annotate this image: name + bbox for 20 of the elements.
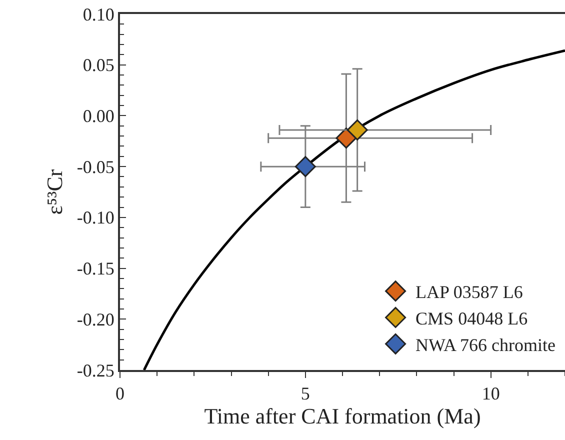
y-tick-label: -0.20 bbox=[76, 309, 114, 330]
point bbox=[294, 156, 316, 178]
y-tick-label: -0.10 bbox=[76, 208, 114, 228]
x-axis-title: Time after CAI formation (Ma) bbox=[204, 404, 481, 429]
y-tick-label: -0.15 bbox=[76, 258, 114, 279]
legend-label: NWA 766 chromite bbox=[416, 334, 556, 355]
y-tick-label: 0.05 bbox=[82, 55, 114, 76]
y-tick-label: -0.25 bbox=[76, 360, 114, 380]
legend-label: CMS 04048 L6 bbox=[416, 308, 528, 328]
x-tick-label: 0 bbox=[116, 384, 124, 404]
y-tick-label: -0.05 bbox=[76, 156, 114, 177]
y-axis-title: ε⁵³Cr bbox=[42, 168, 68, 215]
point bbox=[346, 119, 368, 140]
y-tick-label: 0.10 bbox=[82, 4, 114, 24]
line-series bbox=[142, 49, 565, 370]
x-tick-label: 5 bbox=[300, 384, 310, 404]
legend-label: LAP 03587 L6 bbox=[416, 282, 523, 302]
point bbox=[336, 128, 357, 149]
y-tick-label: 0.00 bbox=[82, 106, 114, 126]
x-tick-label: 10 bbox=[482, 384, 500, 404]
